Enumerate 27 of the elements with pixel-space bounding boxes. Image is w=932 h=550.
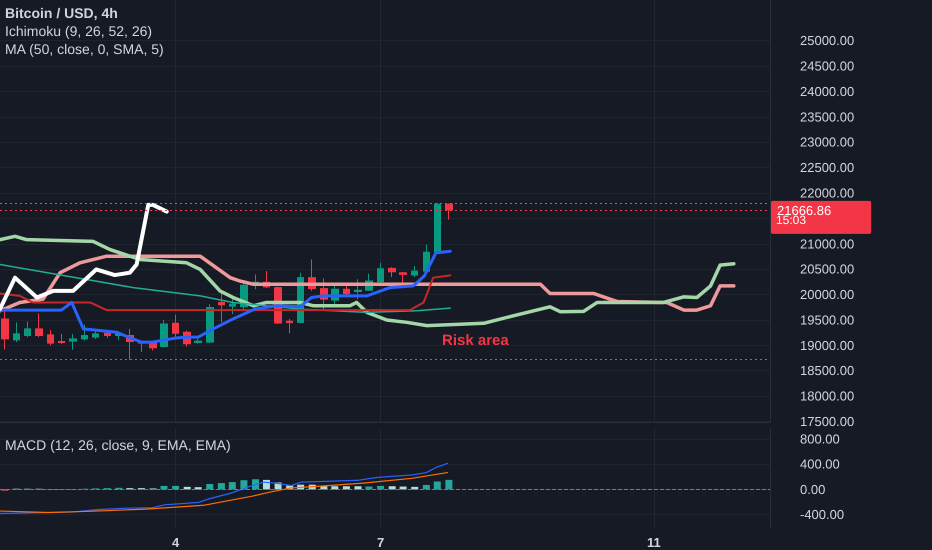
y-tick-label: 25000.00 xyxy=(800,33,854,48)
y-tick-label: 21000.00 xyxy=(800,236,854,252)
annotation: MA (50, close, 0, SMA, 5) xyxy=(5,41,164,57)
y-tick-label: 23000.00 xyxy=(800,134,854,150)
y-tick-label: 22000.00 xyxy=(800,185,854,200)
y-tick-label: 22500.00 xyxy=(800,160,854,176)
y-tick-label: 24000.00 xyxy=(800,84,854,99)
y-tick-label: 23500.00 xyxy=(800,109,854,124)
x-tick-label: 4 xyxy=(172,535,180,550)
y-tick-label: 24500.00 xyxy=(800,58,854,74)
y-tick-label: 18000.00 xyxy=(800,388,854,404)
y-tick-label: 17500.00 xyxy=(800,414,854,429)
y-tick-label: 400.00 xyxy=(800,456,840,472)
y-tick-label: 19000.00 xyxy=(800,338,854,353)
text: MACD (12, 26, close, 9, EMA, EMA) xyxy=(5,437,231,453)
y-tick-label: 20000.00 xyxy=(800,287,854,302)
x-tick-label: 11 xyxy=(646,535,661,550)
y-tick-label: 800.00 xyxy=(800,431,840,446)
y-tick-label: 20500.00 xyxy=(800,262,854,277)
y-tick-label: -400.00 xyxy=(800,507,844,522)
x-tick-label: 7 xyxy=(376,535,384,550)
annotation: Risk area xyxy=(442,332,510,349)
chart-title: Bitcoin / USD, 4h xyxy=(5,5,118,21)
y-tick-label: 19500.00 xyxy=(800,312,854,328)
y-tick-label: 0.00 xyxy=(800,482,826,497)
y-tick-label: 18500.00 xyxy=(800,363,854,378)
text: Ichimoku (9, 26, 52, 26) xyxy=(5,23,152,39)
